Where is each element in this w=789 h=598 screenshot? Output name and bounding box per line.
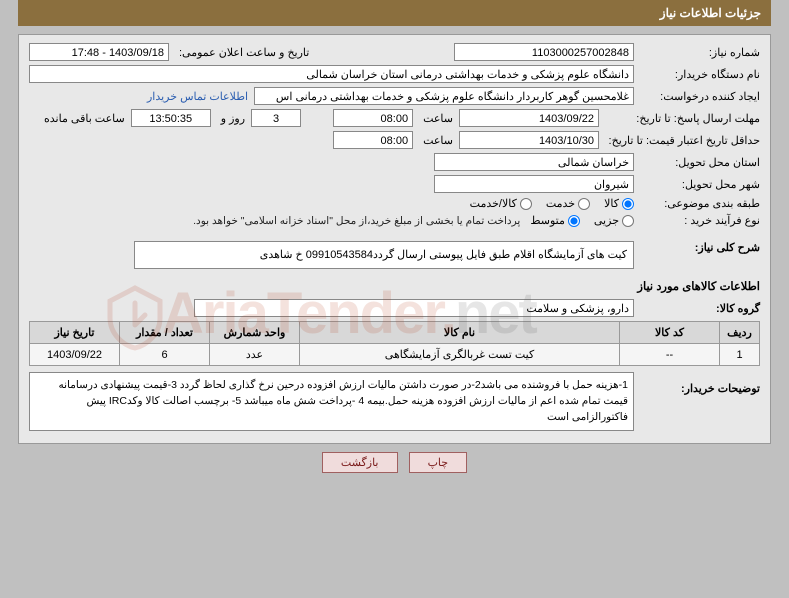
validity-date-field: 1403/10/30 [459,131,599,149]
buyer-label: نام دستگاه خریدار: [640,68,760,81]
summary-text: کیت های آزمایشگاه اقلام طبق فایل پیوستی … [134,241,634,269]
radio-both-label: کالا/خدمت [470,197,517,210]
time-label-1: ساعت [419,112,453,125]
radio-both-input[interactable] [520,198,532,210]
days-remaining-field: 3 [251,109,301,127]
th-qty: تعداد / مقدار [120,322,210,344]
td-date: 1403/09/22 [30,344,120,366]
category-label: طبقه بندی موضوعی: [640,197,760,210]
th-unit: واحد شمارش [210,322,300,344]
need-no-label: شماره نیاز: [640,46,760,59]
radio-goods-input[interactable] [622,198,634,210]
row-province: استان محل تحویل: خراسان شمالی [29,153,760,171]
panel-header: جزئیات اطلاعات نیاز [18,0,771,26]
process-radio-group: جزیی متوسط [530,214,634,227]
category-radio-goods[interactable]: کالا [604,197,634,210]
row-validity: حداقل تاریخ اعتبار قیمت: تا تاریخ: 1403/… [29,131,760,149]
back-button[interactable]: بازگشت [322,452,398,473]
desc-text: 1-هزینه حمل با فروشنده می باشد2-در صورت … [29,372,634,431]
th-code: کد کالا [620,322,720,344]
td-qty: 6 [120,344,210,366]
days-and-label: روز و [217,112,245,125]
group-field: دارو، پزشکی و سلامت [194,299,634,317]
radio-medium-input[interactable] [568,215,580,227]
group-label: گروه کالا: [640,302,760,315]
main-panel: شماره نیاز: 1103000257002848 تاریخ و ساع… [18,34,771,444]
table-row: 1 -- کیت تست غربالگری آزمایشگاهی عدد 6 1… [30,344,760,366]
radio-service-input[interactable] [578,198,590,210]
need-no-field: 1103000257002848 [454,43,634,61]
buyer-contact-link[interactable]: اطلاعات تماس خریدار [147,90,248,103]
row-requester: ایجاد کننده درخواست: غلامحسین گوهر کاربر… [29,87,760,105]
remaining-label: ساعت باقی مانده [40,112,125,125]
td-name: کیت تست غربالگری آزمایشگاهی [300,344,620,366]
td-unit: عدد [210,344,300,366]
city-field: شیروان [434,175,634,193]
deadline-label: مهلت ارسال پاسخ: تا تاریخ: [605,112,760,125]
deadline-time-field: 08:00 [333,109,413,127]
deadline-date-field: 1403/09/22 [459,109,599,127]
buyer-field: دانشگاه علوم پزشکی و خدمات بهداشتی درمان… [29,65,634,83]
province-label: استان محل تحویل: [640,156,760,169]
action-buttons: چاپ بازگشت [0,452,789,473]
row-group: گروه کالا: دارو، پزشکی و سلامت [29,299,760,317]
process-radio-minor[interactable]: جزیی [594,214,634,227]
process-note: پرداخت تمام یا بخشی از مبلغ خرید،از محل … [193,215,520,227]
announce-label: تاریخ و ساعت اعلان عمومی: [175,46,309,59]
validity-time-field: 08:00 [333,131,413,149]
radio-minor-label: جزیی [594,214,619,227]
radio-medium-label: متوسط [530,214,565,227]
radio-minor-input[interactable] [622,215,634,227]
table-header-row: ردیف کد کالا نام کالا واحد شمارش تعداد /… [30,322,760,344]
category-radio-group: کالا خدمت کالا/خدمت [470,197,634,210]
countdown-field: 13:50:35 [131,109,211,127]
category-radio-both[interactable]: کالا/خدمت [470,197,532,210]
province-field: خراسان شمالی [434,153,634,171]
page-container: جزئیات اطلاعات نیاز شماره نیاز: 11030002… [0,0,789,473]
process-label: نوع فرآیند خرید : [640,214,760,227]
desc-label: توضیحات خریدار: [640,372,760,395]
print-button[interactable]: چاپ [409,452,468,473]
panel-title: جزئیات اطلاعات نیاز [660,6,761,20]
requester-label: ایجاد کننده درخواست: [640,90,760,103]
announce-field: 1403/09/18 - 17:48 [29,43,169,61]
requester-field: غلامحسین گوهر کاربردار دانشگاه علوم پزشک… [254,87,634,105]
row-buyer: نام دستگاه خریدار: دانشگاه علوم پزشکی و … [29,65,760,83]
city-label: شهر محل تحویل: [640,178,760,191]
row-city: شهر محل تحویل: شیروان [29,175,760,193]
summary-label: شرح کلی نیاز: [640,241,760,254]
th-date: تاریخ نیاز [30,322,120,344]
row-need-number: شماره نیاز: 1103000257002848 تاریخ و ساع… [29,43,760,61]
row-buyer-desc: توضیحات خریدار: 1-هزینه حمل با فروشنده م… [29,372,760,431]
process-radio-medium[interactable]: متوسط [530,214,580,227]
validity-label: حداقل تاریخ اعتبار قیمت: تا تاریخ: [605,134,760,147]
goods-table: ردیف کد کالا نام کالا واحد شمارش تعداد /… [29,321,760,366]
row-category: طبقه بندی موضوعی: کالا خدمت کالا/خدمت [29,197,760,210]
row-summary: شرح کلی نیاز: کیت های آزمایشگاه اقلام طب… [29,241,760,269]
time-label-2: ساعت [419,134,453,147]
th-name: نام کالا [300,322,620,344]
radio-service-label: خدمت [546,197,575,210]
row-process: نوع فرآیند خرید : جزیی متوسط پرداخت تمام… [29,214,760,227]
category-radio-service[interactable]: خدمت [546,197,590,210]
row-deadline: مهلت ارسال پاسخ: تا تاریخ: 1403/09/22 سا… [29,109,760,127]
td-code: -- [620,344,720,366]
td-row: 1 [720,344,760,366]
th-row: ردیف [720,322,760,344]
goods-info-header: اطلاعات کالاهای مورد نیاز [29,279,760,293]
radio-goods-label: کالا [604,197,619,210]
